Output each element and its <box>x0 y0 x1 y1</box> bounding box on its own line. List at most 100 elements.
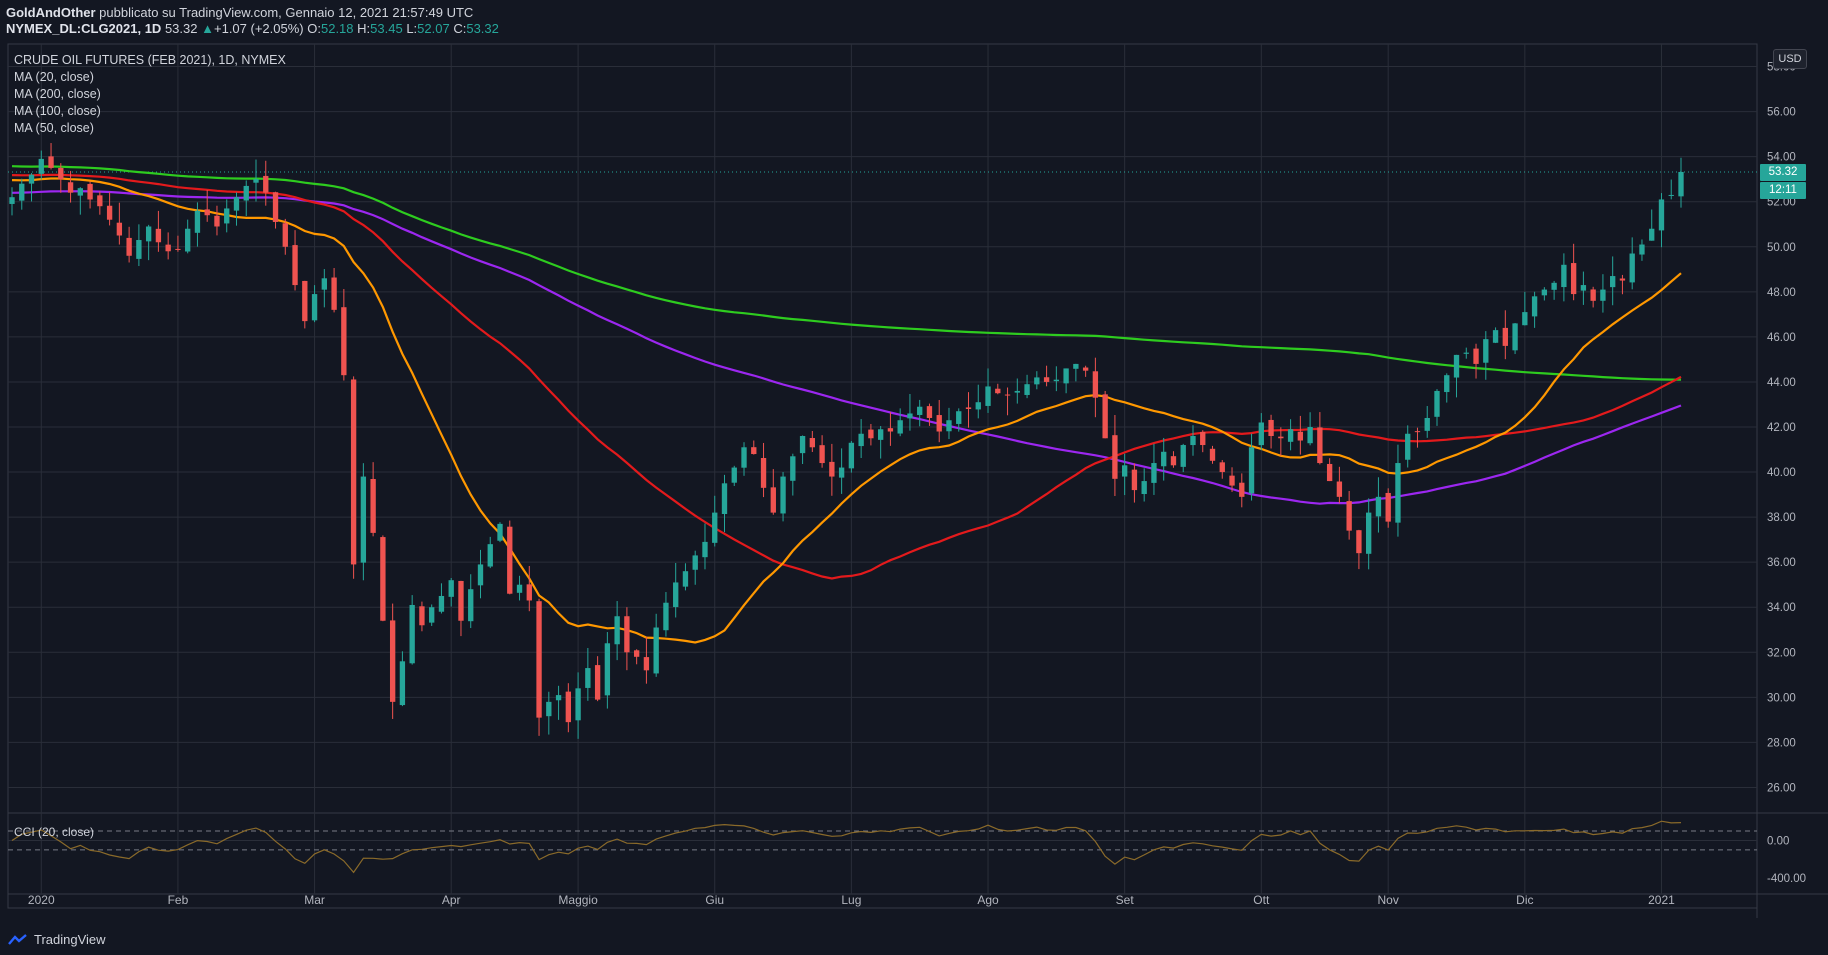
candle-body <box>77 188 83 196</box>
candle-body <box>243 185 249 201</box>
candle-body <box>1043 377 1050 382</box>
candle-body <box>516 584 523 593</box>
candle-body <box>663 602 669 631</box>
cci-legend[interactable]: CCI (20, close) <box>14 825 95 839</box>
candle-body <box>1014 390 1020 393</box>
candle-body <box>1512 323 1518 351</box>
candle-body <box>233 197 240 211</box>
candle-body <box>1034 377 1040 385</box>
candle-body <box>1278 436 1284 439</box>
candle-body <box>165 244 171 252</box>
candle-body <box>116 222 123 236</box>
candle-body <box>887 428 894 432</box>
candle-body <box>1492 330 1499 343</box>
y-tick-label: 44.00 <box>1767 377 1796 389</box>
candle-body <box>1219 462 1225 473</box>
candle-body <box>1649 228 1655 241</box>
candle-body <box>1326 463 1333 482</box>
candle-body <box>1375 496 1382 517</box>
candle-body <box>1610 276 1616 288</box>
published-text: pubblicato su TradingView.com, Gennaio 1… <box>99 5 474 20</box>
candle-body <box>1473 348 1479 364</box>
low-value: 52.07 <box>417 21 450 36</box>
candle-body <box>1366 512 1372 554</box>
legend-ma-20[interactable]: MA (20, close) <box>14 70 94 84</box>
candle-body <box>858 433 864 447</box>
last-price: 53.32 <box>164 21 198 36</box>
candle-body <box>1346 501 1352 531</box>
candle-body <box>126 237 132 256</box>
candle-body <box>1268 419 1274 437</box>
x-tick-label: Mar <box>304 893 325 907</box>
candle-body <box>546 701 552 717</box>
candle-body <box>1307 427 1313 444</box>
ma-100-line <box>11 190 1682 505</box>
candle-body <box>1356 530 1362 554</box>
y-tick-label: 50.00 <box>1767 242 1796 254</box>
candle-body <box>38 158 44 174</box>
high-value: 53.45 <box>370 21 403 36</box>
candle-body <box>731 467 737 483</box>
candle-body <box>1453 354 1460 378</box>
candle-body <box>487 544 493 567</box>
candle-body <box>380 537 386 621</box>
y-tick-label: 34.00 <box>1767 602 1796 614</box>
candle-body <box>272 192 279 222</box>
y-tick-label: 54.00 <box>1767 152 1796 164</box>
candle-body <box>1297 431 1304 441</box>
candle-body <box>1424 417 1430 431</box>
candle-body <box>643 657 650 671</box>
x-tick-label: Apr <box>442 893 461 907</box>
candle-body <box>712 512 718 543</box>
candle-body <box>682 571 689 587</box>
author-name[interactable]: GoldAndOther <box>6 5 96 20</box>
low-label: L: <box>406 21 418 36</box>
candle-body <box>87 183 93 200</box>
candle-body <box>1141 481 1147 495</box>
candle-body <box>370 478 376 533</box>
legend-ma-200[interactable]: MA (200, close) <box>14 87 101 101</box>
x-tick-label: 2021 <box>1648 893 1675 907</box>
candle-body <box>985 386 991 406</box>
candle-body <box>1580 285 1587 291</box>
y-tick-label: 52.00 <box>1767 197 1796 209</box>
price-change: +1.07 (+2.05%) <box>214 21 304 36</box>
candle-body <box>780 476 786 514</box>
candle-body <box>1434 390 1440 417</box>
legend-ma-50[interactable]: MA (50, close) <box>14 121 94 135</box>
high-label: H: <box>357 21 371 36</box>
candle-body <box>1590 289 1596 301</box>
candle-body <box>224 208 230 224</box>
candle-body <box>555 695 562 701</box>
currency-button[interactable]: USD <box>1773 49 1807 69</box>
candle-body <box>204 209 210 216</box>
candle-body <box>614 616 620 645</box>
chart-header: GoldAndOther pubblicato su TradingView.c… <box>0 0 1828 42</box>
candle-body <box>624 616 630 653</box>
candle-body <box>1053 379 1060 382</box>
candle-body <box>653 627 659 674</box>
candle-body <box>1112 435 1118 479</box>
x-tick-label: Maggio <box>558 893 598 907</box>
up-arrow-icon: ▲ <box>201 21 214 36</box>
candle-body <box>419 606 425 626</box>
legend-ma-100[interactable]: MA (100, close) <box>14 104 101 118</box>
candle-body <box>9 197 15 204</box>
candle-body <box>58 167 64 180</box>
candle-body <box>389 620 396 702</box>
candle-body <box>194 210 201 233</box>
candle-body <box>1600 289 1606 301</box>
ohlc-line: NYMEX_DL:CLG2021, 1D 53.32 ▲+1.07 (+2.05… <box>6 20 499 37</box>
candle-body <box>253 179 259 183</box>
candle-body <box>1024 384 1030 395</box>
candle-body <box>1551 282 1557 290</box>
candle-body <box>1678 171 1684 197</box>
candle-body <box>799 436 806 454</box>
candle-body <box>331 277 337 310</box>
candle-body <box>67 182 74 193</box>
candle-body <box>48 156 54 168</box>
candle-body <box>136 240 142 259</box>
tradingview-brand[interactable]: TradingView <box>8 932 106 947</box>
candle-body <box>702 541 708 558</box>
